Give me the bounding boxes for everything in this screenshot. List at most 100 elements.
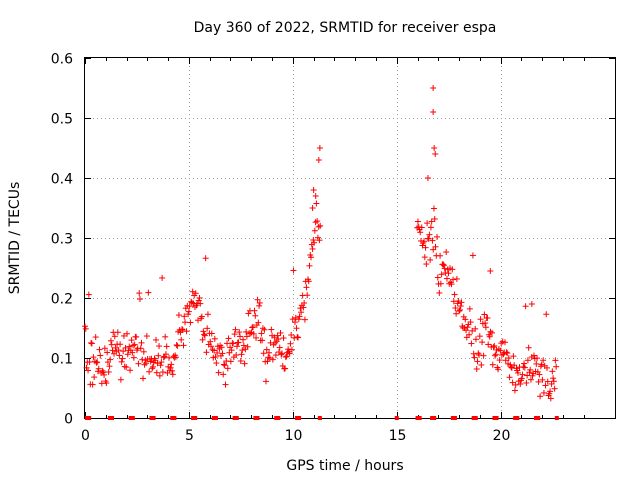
x-axis: 0 5 10 15 20 [81, 58, 585, 444]
y-tick-label: 0.5 [51, 112, 73, 128]
data-point [224, 365, 231, 372]
y-tick-label: 0 [64, 412, 73, 428]
data-point [472, 325, 479, 332]
data-point [288, 332, 295, 339]
data-point [130, 354, 137, 361]
baseline-marker [432, 416, 437, 420]
data-point [452, 305, 459, 312]
data-point [310, 187, 317, 193]
data-point [436, 289, 443, 296]
srmtid-series [82, 85, 560, 402]
baseline-markers [85, 416, 559, 420]
data-point [511, 362, 518, 369]
data-point [213, 360, 220, 367]
data-point [524, 372, 531, 379]
data-point [264, 358, 271, 365]
data-point [310, 236, 317, 243]
data-point [543, 311, 550, 318]
data-point [490, 344, 497, 351]
data-point [468, 340, 475, 347]
data-point [476, 351, 483, 358]
data-point [517, 381, 524, 388]
data-point [129, 349, 136, 356]
data-point [143, 333, 150, 340]
data-point [315, 157, 322, 163]
data-point [211, 335, 218, 342]
baseline-marker [452, 416, 457, 420]
data-point [315, 223, 322, 230]
data-point [441, 265, 448, 272]
data-point [456, 306, 463, 313]
data-point [305, 278, 312, 285]
data-point [542, 382, 549, 389]
data-point [209, 346, 216, 353]
data-point [448, 281, 455, 288]
chart-title: Day 360 of 2022, SRMTID for receiver esp… [194, 20, 497, 36]
baseline-marker [417, 416, 422, 420]
data-point [424, 220, 431, 227]
baseline-marker [232, 416, 237, 420]
data-point [163, 343, 170, 350]
data-point [540, 357, 547, 364]
data-point [294, 334, 301, 341]
data-point [536, 371, 543, 378]
data-point [160, 354, 167, 361]
data-point [269, 356, 276, 363]
baseline-marker [253, 416, 258, 420]
data-point [474, 358, 481, 365]
data-point [279, 350, 286, 357]
data-point [249, 324, 256, 331]
baseline-marker [172, 416, 177, 420]
data-point [430, 109, 437, 115]
data-point [534, 355, 541, 362]
data-point [228, 347, 235, 354]
baseline-marker [85, 416, 90, 420]
data-point [123, 330, 130, 337]
y-tick-label: 0.3 [51, 232, 73, 248]
data-point [203, 349, 210, 356]
baseline-marker [554, 416, 559, 420]
data-point [120, 348, 127, 355]
data-point [311, 227, 318, 234]
baseline-marker [110, 416, 115, 420]
x-tick-label: 5 [185, 428, 194, 444]
data-point [96, 346, 103, 353]
data-point [106, 363, 113, 370]
data-point [504, 350, 511, 357]
baseline-marker [213, 416, 218, 420]
data-point [207, 343, 214, 350]
data-point [537, 393, 544, 400]
data-point [263, 346, 270, 353]
data-point [254, 296, 261, 303]
data-point [86, 358, 93, 365]
data-point [466, 305, 473, 312]
data-point [202, 255, 209, 262]
data-point [440, 262, 447, 269]
baseline-marker [107, 416, 112, 420]
data-point [301, 299, 308, 306]
data-point [434, 274, 441, 281]
data-point [274, 332, 281, 339]
baseline-marker [191, 416, 196, 420]
data-point [424, 175, 431, 181]
data-point [283, 353, 290, 360]
data-point [497, 347, 504, 354]
data-point [443, 275, 450, 282]
data-point [243, 328, 250, 335]
data-point [477, 316, 484, 323]
data-point [547, 395, 554, 402]
data-point [533, 360, 540, 367]
data-point [224, 340, 231, 347]
data-point [136, 296, 143, 303]
data-point [469, 252, 476, 259]
data-point [197, 300, 204, 307]
baseline-marker [515, 416, 520, 420]
data-point [463, 327, 470, 334]
data-point [178, 336, 185, 343]
data-point [238, 351, 245, 358]
data-point [250, 330, 257, 337]
data-point [169, 367, 176, 374]
data-point [256, 302, 263, 309]
data-point [553, 363, 560, 370]
